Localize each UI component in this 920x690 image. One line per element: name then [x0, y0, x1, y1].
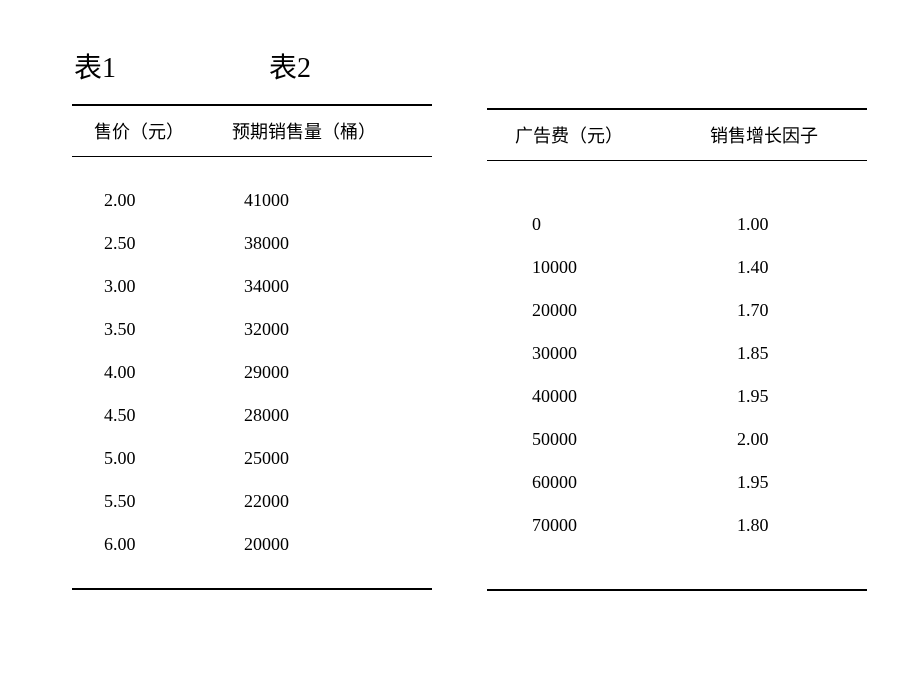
table-2-title: 表2 [267, 46, 432, 86]
cell: 4.00 [72, 362, 227, 383]
cell: 1.95 [682, 386, 867, 407]
tables-container: 表1 表2 售价（元） 预期销售量（桶） 2.0041000 2.5038000… [0, 0, 920, 591]
cell: 70000 [487, 515, 682, 536]
cell: 5.00 [72, 448, 227, 469]
table-row: 300001.85 [487, 332, 867, 375]
cell: 1.00 [682, 214, 867, 235]
table-2-block: 广告费（元） 销售增长因子 01.00 100001.40 200001.70 … [487, 46, 867, 591]
cell: 29000 [227, 362, 432, 383]
cell: 3.00 [72, 276, 227, 297]
table-row: 4.0029000 [72, 351, 432, 394]
cell: 38000 [227, 233, 432, 254]
table-row: 100001.40 [487, 246, 867, 289]
cell: 2.00 [682, 429, 867, 450]
table-row: 2.5038000 [72, 222, 432, 265]
table-1-header-col2: 预期销售量（桶） [227, 118, 432, 144]
cell: 1.85 [682, 343, 867, 364]
table-1-header-col1: 售价（元） [72, 118, 227, 144]
cell: 1.80 [682, 515, 867, 536]
table-2-bottom-rule [487, 589, 867, 591]
table-1: 售价（元） 预期销售量（桶） 2.0041000 2.5038000 3.003… [72, 104, 432, 590]
cell: 6.00 [72, 534, 227, 555]
cell: 32000 [227, 319, 432, 340]
cell: 25000 [227, 448, 432, 469]
table-2-header-col1: 广告费（元） [487, 122, 682, 148]
table-row: 2.0041000 [72, 179, 432, 222]
cell: 0 [487, 214, 682, 235]
title-row: 表1 表2 [72, 46, 432, 104]
cell: 60000 [487, 472, 682, 493]
cell: 30000 [487, 343, 682, 364]
table-row: 4.5028000 [72, 394, 432, 437]
table-1-header: 售价（元） 预期销售量（桶） [72, 106, 432, 156]
table-2: 广告费（元） 销售增长因子 01.00 100001.40 200001.70 … [487, 108, 867, 591]
table-row: 400001.95 [487, 375, 867, 418]
cell: 1.40 [682, 257, 867, 278]
cell: 34000 [227, 276, 432, 297]
cell: 41000 [227, 190, 432, 211]
cell: 22000 [227, 491, 432, 512]
cell: 2.50 [72, 233, 227, 254]
table-row: 6.0020000 [72, 523, 432, 566]
table-2-body: 01.00 100001.40 200001.70 300001.85 4000… [487, 161, 867, 589]
table-2-header-col2: 销售增长因子 [682, 122, 867, 148]
table-row: 5.0025000 [72, 437, 432, 480]
cell: 28000 [227, 405, 432, 426]
cell: 20000 [487, 300, 682, 321]
cell: 1.70 [682, 300, 867, 321]
table-row: 700001.80 [487, 504, 867, 547]
table-row: 200001.70 [487, 289, 867, 332]
cell: 40000 [487, 386, 682, 407]
table-row: 01.00 [487, 203, 867, 246]
cell: 10000 [487, 257, 682, 278]
table-1-body: 2.0041000 2.5038000 3.0034000 3.5032000 … [72, 157, 432, 588]
cell: 3.50 [72, 319, 227, 340]
cell: 20000 [227, 534, 432, 555]
spacer [487, 46, 867, 92]
cell: 2.00 [72, 190, 227, 211]
table-row: 3.5032000 [72, 308, 432, 351]
cell: 4.50 [72, 405, 227, 426]
table-row: 500002.00 [487, 418, 867, 461]
table-row: 5.5022000 [72, 480, 432, 523]
table-1-bottom-rule [72, 588, 432, 590]
table-1-title: 表1 [72, 46, 267, 86]
table-row: 3.0034000 [72, 265, 432, 308]
table-2-header: 广告费（元） 销售增长因子 [487, 110, 867, 160]
cell: 1.95 [682, 472, 867, 493]
cell: 50000 [487, 429, 682, 450]
table-1-block: 表1 表2 售价（元） 预期销售量（桶） 2.0041000 2.5038000… [72, 46, 432, 591]
cell: 5.50 [72, 491, 227, 512]
table-row: 600001.95 [487, 461, 867, 504]
